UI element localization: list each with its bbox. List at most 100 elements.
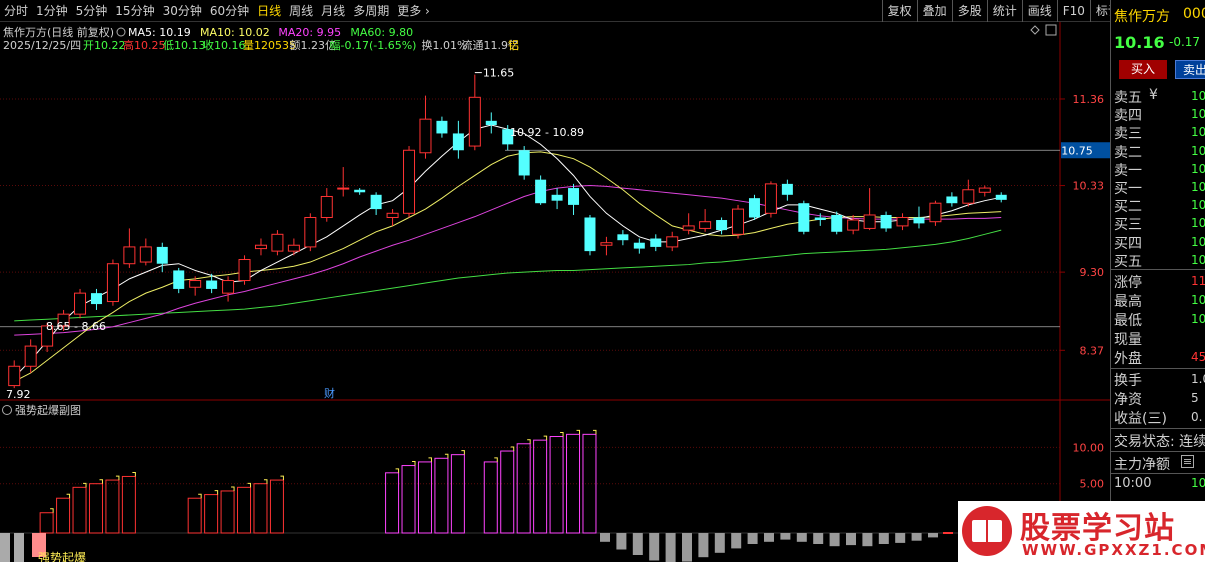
tool-button-0[interactable]: 复权 xyxy=(881,0,917,22)
stock-name: 焦作万方 xyxy=(1114,9,1170,25)
candle-body xyxy=(254,244,267,250)
signal-tick xyxy=(461,450,465,455)
sub-signal-box xyxy=(32,533,46,557)
signal-bar xyxy=(39,512,54,534)
sub-neg-bar xyxy=(632,533,643,555)
order-label: 卖四 xyxy=(1114,108,1142,125)
period-tab-3[interactable]: 15分钟 xyxy=(115,3,155,18)
sub-tick-label: 10.00 xyxy=(1073,441,1105,454)
period-tab-10[interactable]: 更多 › xyxy=(397,3,430,18)
signal-bar xyxy=(566,433,581,534)
tool-button-1[interactable]: 叠加 xyxy=(916,0,952,22)
period-tab-8[interactable]: 月线 xyxy=(321,3,346,18)
candle-body xyxy=(995,194,1007,200)
sub-neg-bar xyxy=(796,533,807,542)
stat-label: 涨停 xyxy=(1114,275,1142,291)
sub-neg-bar xyxy=(714,533,725,553)
signal-bar xyxy=(500,450,515,534)
tool-button-4[interactable]: 画线 xyxy=(1021,0,1057,22)
candle-body xyxy=(106,263,119,303)
period-tab-0[interactable]: 分时 xyxy=(4,3,29,18)
signal-bar xyxy=(237,486,252,534)
candle-body xyxy=(222,280,235,294)
signal-bar xyxy=(88,483,103,534)
order-price: 10 xyxy=(1191,180,1205,194)
candle-body xyxy=(962,189,975,204)
candle-body xyxy=(90,293,102,305)
high-label: 11.65 xyxy=(483,67,515,80)
price-tick-label: 9.30 xyxy=(1080,266,1105,279)
candle-body xyxy=(74,292,87,315)
sub-neg-bar xyxy=(665,533,676,562)
tool-button-2[interactable]: 多股 xyxy=(951,0,987,22)
candle-body xyxy=(123,246,136,265)
kline-chart[interactable]: 11.36 10.33 9.30 8.37 10.75 11.65 7.92 10.92 - … xyxy=(0,22,1110,562)
order-label: 买五 xyxy=(1114,253,1142,270)
signal-tick xyxy=(560,432,564,437)
period-tab-4[interactable]: 30分钟 xyxy=(162,3,202,18)
signal-tick xyxy=(214,490,219,495)
sub-neg-bar xyxy=(829,533,840,547)
candle-body xyxy=(617,234,629,241)
stat-value: 10 xyxy=(1191,312,1205,326)
order-price: 10 xyxy=(1191,234,1205,249)
candle-body xyxy=(8,365,21,387)
period-tab-5[interactable]: 60分钟 xyxy=(209,3,250,18)
sub-tick-label: 5.00 xyxy=(1080,478,1105,491)
stat2-label: 净资 xyxy=(1114,392,1142,408)
signal-tick xyxy=(543,435,548,441)
tool-button-5[interactable]: F10 xyxy=(1056,0,1090,22)
order-label: 卖二 xyxy=(1114,144,1142,161)
tool-button-3[interactable]: 统计 xyxy=(986,0,1022,22)
signal-bar xyxy=(105,479,120,534)
sub-neg-bar xyxy=(780,533,791,540)
stat-value: 45 xyxy=(1191,350,1205,364)
candle-body xyxy=(403,149,416,214)
candle-body xyxy=(699,221,712,229)
period-tab-9[interactable]: 多周期 xyxy=(353,3,390,18)
signal-bar xyxy=(434,457,449,534)
period-tab-7[interactable]: 周线 xyxy=(289,3,314,18)
candle-body xyxy=(880,214,892,229)
sub-neg-bar xyxy=(698,533,709,558)
signal-bar xyxy=(582,433,597,534)
tick-time: 10:00 xyxy=(1114,476,1152,491)
stat2-value: 1.0 xyxy=(1191,372,1205,386)
order-label: 卖一 xyxy=(1114,162,1142,179)
flow-menu-icon[interactable] xyxy=(1181,455,1194,468)
order-price: 10 xyxy=(1191,161,1205,176)
buy-button[interactable]: 买入 xyxy=(1119,60,1167,79)
stat-value: 10 xyxy=(1191,293,1205,307)
order-price: 10 xyxy=(1191,107,1205,122)
candle-body xyxy=(370,194,382,210)
finance-marker: 财 xyxy=(324,386,335,400)
tick-value: 10 xyxy=(1191,476,1205,490)
low-label: 7.92 xyxy=(6,388,31,401)
sub-neg-bar xyxy=(0,533,10,562)
chart-title: 焦作万方(日线 前复权) xyxy=(3,25,114,39)
diamond-icon xyxy=(1030,25,1040,35)
sub-neg-bar xyxy=(649,533,660,561)
candle-body xyxy=(386,212,399,218)
candle-body xyxy=(929,202,942,223)
candle-body xyxy=(419,118,432,154)
period-tab-1[interactable]: 1分钟 xyxy=(36,3,68,18)
stat2-value: 0. xyxy=(1191,410,1203,424)
sell-button[interactable]: 卖出 xyxy=(1175,60,1205,79)
order-price: 10 xyxy=(1191,198,1205,213)
period-tab-2[interactable]: 5分钟 xyxy=(75,3,108,18)
signal-tick xyxy=(247,482,252,488)
stat2-label: 收益(三) xyxy=(1114,411,1167,427)
stat2-value: 5 xyxy=(1191,391,1199,405)
period-tab-6[interactable]: 日线 xyxy=(257,3,282,18)
ma-legend-2: MA20: 9.95 xyxy=(278,26,341,39)
signal-bar xyxy=(269,479,284,534)
stat-label: 最低 xyxy=(1114,313,1142,329)
period-toolbar: 分时 1分钟 5分钟 15分钟 30分钟 60分钟 日线 周线 月线 多周期 更多 › 复权 叠加 多股统… xyxy=(0,0,1205,22)
candle-body xyxy=(650,238,662,247)
sub-neg-bar xyxy=(878,533,889,544)
candle-body xyxy=(535,179,547,204)
candle-body xyxy=(518,150,530,176)
sub-neg-bar xyxy=(731,533,742,549)
